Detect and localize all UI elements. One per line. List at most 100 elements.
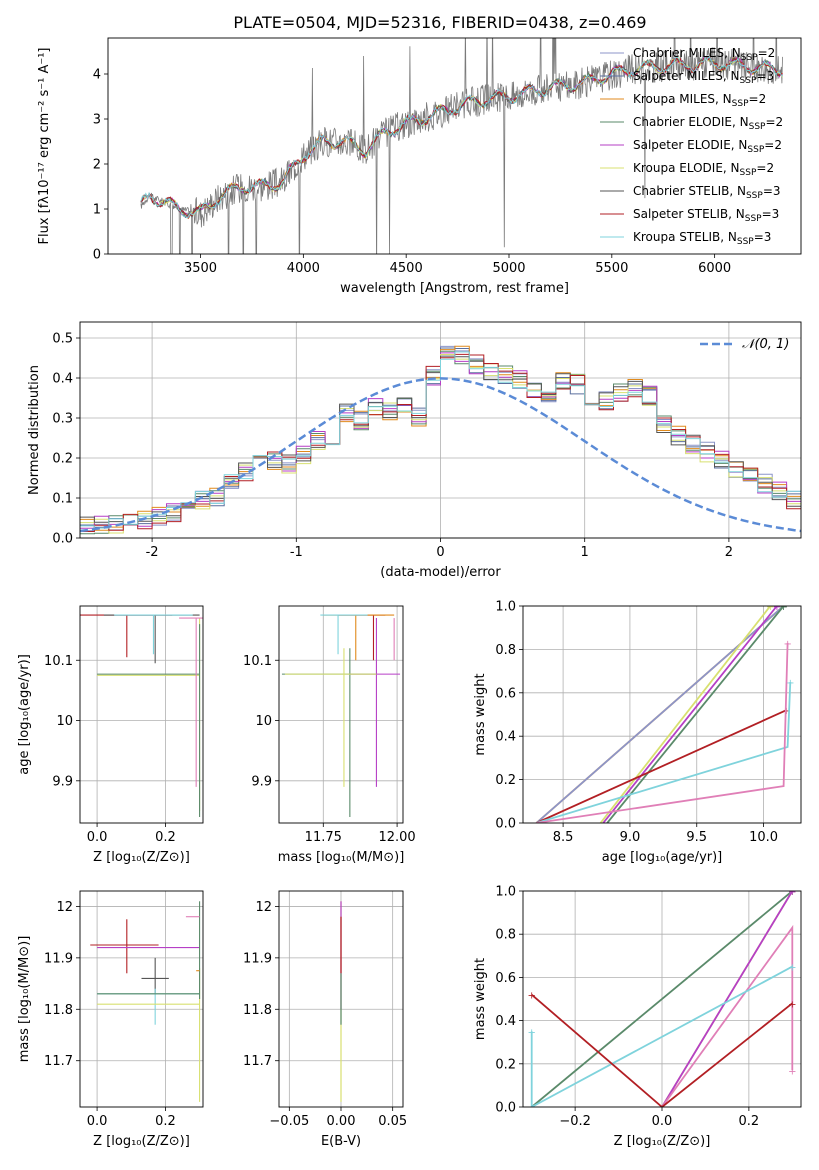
axes-frame xyxy=(278,605,404,824)
x-tick-label: -2 xyxy=(146,545,159,560)
weight-line xyxy=(535,606,785,823)
marker: + xyxy=(788,887,796,898)
y-tick-label: 2 xyxy=(93,158,101,173)
plot-area: ++++++++ xyxy=(535,602,795,823)
weight-line xyxy=(536,642,789,823)
plot-area xyxy=(80,345,801,535)
plot-area: ++++++++++++ xyxy=(527,887,797,1114)
y-tick-label: 0 xyxy=(93,248,101,263)
y-tick-label: 11.9 xyxy=(243,951,272,966)
weight-line xyxy=(602,606,778,823)
axes-frame xyxy=(278,890,404,1108)
y-tick-label: 11.9 xyxy=(44,951,73,966)
marker: + xyxy=(766,602,774,613)
figure-title: PLATE=0504, MJD=52316, FIBERID=0438, z=0… xyxy=(233,13,646,32)
x-tick-label: -1 xyxy=(290,545,303,560)
histogram-series xyxy=(80,351,801,529)
y-tick-label: 11.7 xyxy=(44,1054,73,1069)
x-tick-label: 0.0 xyxy=(87,830,108,845)
marker: + xyxy=(786,678,794,689)
x-tick-label: 5000 xyxy=(492,261,525,276)
x-axis-label: (data-model)/error xyxy=(380,565,501,580)
marker: + xyxy=(783,639,791,650)
y-tick-label: 10.1 xyxy=(44,654,73,669)
mass-vs-metallicity-panel: 0.0 0.2 11.7 11.8 11.9 12 Z [log₁₀(Z/Z⊙)] mass … xyxy=(17,890,204,1149)
x-tick-label: −0.05 xyxy=(269,1114,309,1129)
axes-frame xyxy=(79,605,204,824)
y-tick-label: 10.1 xyxy=(243,654,272,669)
model-spectrum xyxy=(140,55,783,219)
y-tick-label: 0.4 xyxy=(52,372,73,387)
age-vs-mass-panel: 11.75 12.00 9.9 10 10.1 mass [log₁₀(M/M⊙)] xyxy=(243,605,416,865)
legend-entry: Kroupa MILES, NSSP=2 xyxy=(633,92,766,109)
marker: + xyxy=(779,602,787,613)
x-tick-label: 0.2 xyxy=(155,830,176,845)
x-tick-label: 0.0 xyxy=(652,1114,673,1129)
normal-curve xyxy=(80,377,801,533)
x-tick-label: 6000 xyxy=(698,261,731,276)
weight-line xyxy=(661,891,794,1107)
weight-line xyxy=(599,606,772,823)
weight-line xyxy=(531,891,793,1107)
x-axis-label: Z [log₁₀(Z/Z⊙)] xyxy=(93,1134,190,1149)
y-axis-label: mass weight xyxy=(473,958,488,1040)
y-tick-label: 12 xyxy=(255,900,272,915)
marker: + xyxy=(773,602,781,613)
y-axis-label: mass weight xyxy=(473,673,488,755)
weight-line xyxy=(536,681,792,823)
y-tick-label: 0.2 xyxy=(495,773,516,788)
y-tick-label: 4 xyxy=(93,68,101,83)
y-tick-label: 0.0 xyxy=(495,1101,516,1116)
plot-area xyxy=(281,614,401,817)
x-tick-label: 0.2 xyxy=(739,1114,760,1129)
y-tick-label: 0.2 xyxy=(495,1057,516,1072)
x-tick-label: 12.00 xyxy=(378,830,415,845)
legend-entry: Salpeter MILES, NSSP=3 xyxy=(633,69,774,86)
x-tick-label: 8.5 xyxy=(553,830,574,845)
y-axis-label: age [log₁₀(age/yr)] xyxy=(17,654,32,775)
marker: + xyxy=(788,963,796,974)
legend-entry: Chabrier MILES, NSSP=2 xyxy=(633,46,775,63)
marker: + xyxy=(658,1103,666,1114)
x-tick-label: 4500 xyxy=(390,261,423,276)
legend-entry: Chabrier STELIB, NSSP=3 xyxy=(633,184,781,201)
marker: + xyxy=(788,1066,796,1077)
marker: + xyxy=(527,1027,535,1038)
marker: + xyxy=(788,887,796,898)
x-tick-label: 3500 xyxy=(184,261,217,276)
y-axis-label: Normed distribution xyxy=(27,365,42,495)
legend-entry: Salpeter ELODIE, NSSP=2 xyxy=(633,138,782,155)
axes-frame xyxy=(79,890,204,1108)
x-tick-label: 2 xyxy=(725,545,733,560)
y-tick-label: 0.4 xyxy=(495,730,516,745)
x-axis-label: Z [log₁₀(Z/Z⊙)] xyxy=(614,1134,711,1149)
x-tick-label: 5500 xyxy=(595,261,628,276)
x-axis-label: Z [log₁₀(Z/Z⊙)] xyxy=(93,850,190,865)
y-tick-label: 0.6 xyxy=(495,971,516,986)
x-tick-label: −0.2 xyxy=(559,1114,591,1129)
x-tick-label: 0 xyxy=(436,545,444,560)
weight-line xyxy=(531,994,793,1107)
x-axis-label: age [log₁₀(age/yr)] xyxy=(602,850,723,865)
y-axis-label: Flux [fλ10⁻¹⁷ erg cm⁻² s⁻¹ A⁻¹] xyxy=(37,48,52,245)
axes-frame xyxy=(522,605,802,824)
axes-frame xyxy=(79,321,802,539)
x-tick-label: 0.0 xyxy=(87,1114,108,1129)
marker: + xyxy=(779,602,787,613)
axes-frame xyxy=(522,890,802,1108)
legend-entry: Kroupa ELODIE, NSSP=2 xyxy=(633,161,774,178)
marker: + xyxy=(527,991,535,1002)
axes-frame xyxy=(107,37,802,255)
y-tick-label: 0.1 xyxy=(52,492,73,507)
x-axis-label: wavelength [Angstrom, rest frame] xyxy=(340,281,569,296)
plot-area xyxy=(90,901,201,1102)
y-tick-label: 0.8 xyxy=(495,643,516,658)
legend-entry: Chabrier ELODIE, NSSP=2 xyxy=(633,115,783,132)
x-tick-label: 1 xyxy=(581,545,589,560)
y-tick-label: 1 xyxy=(93,203,101,218)
y-tick-label: 9.9 xyxy=(52,774,73,789)
x-tick-label: 10.0 xyxy=(749,830,778,845)
y-tick-label: 11.8 xyxy=(243,1003,272,1018)
y-tick-label: 11.8 xyxy=(44,1003,73,1018)
marker: + xyxy=(788,999,796,1010)
